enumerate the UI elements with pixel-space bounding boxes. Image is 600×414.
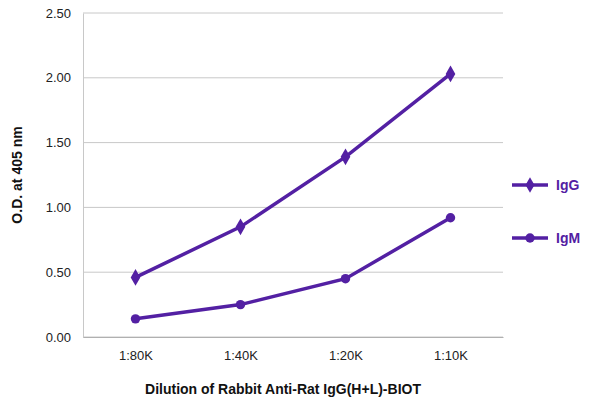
- grid-line: [83, 142, 503, 143]
- legend-label: IgM: [556, 230, 580, 246]
- grid-line: [83, 337, 503, 338]
- x-axis-title: Dilution of Rabbit Anti-Rat IgG(H+L)-BIO…: [145, 381, 421, 397]
- grid: [83, 13, 503, 337]
- y-tick: 2.50: [46, 6, 83, 21]
- grid-line: [83, 13, 503, 14]
- y-tick-label: 2.00: [46, 70, 71, 85]
- series-marker: [446, 66, 456, 83]
- series-marker: [131, 269, 141, 286]
- series-marker: [131, 314, 140, 323]
- series-marker: [236, 219, 246, 236]
- x-tick-label: 1:10K: [434, 348, 468, 363]
- x-tick: 1:20K: [329, 337, 363, 363]
- legend-item: IgG: [512, 177, 579, 193]
- x-tick: 1:80K: [119, 337, 153, 363]
- x-tick-label: 1:40K: [224, 348, 258, 363]
- y-tick-label: 0.00: [46, 330, 71, 345]
- chart: 0.000.501.001.502.002.501:80K1:40K1:20K1…: [0, 0, 600, 414]
- x-axis-line: [84, 337, 504, 338]
- y-tick-label: 1.50: [46, 135, 71, 150]
- series-line: [136, 218, 451, 319]
- y-tick-label: 0.50: [46, 265, 71, 280]
- y-tick-label: 1.00: [46, 200, 71, 215]
- legend-label: IgG: [556, 177, 579, 193]
- y-axis: 0.00 0.50 1.00 1.50 2.00 2.50: [46, 6, 84, 345]
- x-tick-label: 1:20K: [329, 348, 363, 363]
- legend-item: IgM: [512, 230, 580, 246]
- plot-area: [131, 66, 456, 324]
- legend-marker: [526, 177, 535, 193]
- series-marker: [341, 149, 351, 166]
- y-axis-line: [83, 14, 84, 338]
- y-tick: 0.00: [46, 330, 83, 345]
- series-marker: [341, 274, 350, 283]
- x-tick: 1:40K: [224, 337, 258, 363]
- x-tick: 1:10K: [434, 337, 468, 363]
- x-axis: 1:80K 1:40K 1:20K 1:10K: [84, 337, 504, 363]
- y-tick-label: 2.50: [46, 6, 71, 21]
- y-tick: 2.00: [46, 70, 83, 85]
- x-tick-label: 1:80K: [119, 348, 153, 363]
- series-marker: [446, 213, 455, 222]
- y-axis-title: O.D. at 405 nm: [9, 126, 25, 223]
- y-tick: 1.50: [46, 135, 83, 150]
- grid-line: [83, 207, 503, 208]
- grid-line: [83, 77, 503, 78]
- legend-marker: [525, 233, 534, 242]
- y-tick: 0.50: [46, 265, 83, 280]
- y-tick: 1.00: [46, 200, 83, 215]
- legend: IgG IgM: [512, 177, 580, 246]
- series-marker: [236, 300, 245, 309]
